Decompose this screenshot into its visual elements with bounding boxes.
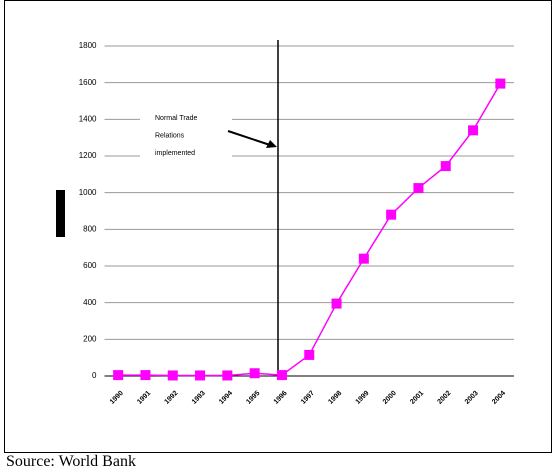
marker	[358, 253, 369, 264]
marker	[304, 349, 315, 360]
y-tick-label: 1000	[79, 188, 97, 197]
x-tick-label: 1990	[109, 390, 125, 406]
annotation: implemented	[155, 150, 195, 157]
x-tick-label: 1992	[164, 390, 180, 406]
y-tick-label: 400	[83, 298, 97, 307]
marker	[386, 209, 397, 220]
y-tick-label: 1200	[79, 151, 97, 160]
marker	[276, 370, 287, 381]
x-tick-label: 2001	[409, 390, 425, 406]
marker	[413, 183, 424, 194]
y-tick-label: 600	[83, 261, 97, 270]
marker	[468, 125, 479, 136]
axis-label-block	[56, 190, 65, 237]
x-tick-label: 1991	[136, 390, 152, 406]
x-tick-label: 1993	[191, 390, 207, 406]
marker	[195, 370, 206, 381]
source: Source: World Bank	[6, 453, 136, 470]
marker	[495, 78, 506, 89]
annotation: Normal Trade	[155, 115, 198, 122]
y-tick-label: 0	[92, 371, 97, 380]
x-tick-label: 2004	[491, 390, 507, 406]
x-tick-label: 1996	[273, 390, 289, 406]
marker	[140, 370, 151, 381]
x-tick-label: 1997	[300, 390, 316, 406]
x-tick-label: 1994	[218, 390, 234, 406]
y-tick-label: 1600	[79, 78, 97, 87]
x-tick-label: 2000	[382, 390, 398, 406]
y-tick-label: 1400	[79, 114, 97, 123]
marker	[249, 368, 260, 379]
marker	[167, 370, 178, 381]
arrow-head	[266, 140, 277, 148]
arrow	[227, 130, 271, 146]
y-tick-label: 200	[83, 334, 97, 343]
x-tick-label: 1998	[327, 390, 343, 406]
marker	[331, 298, 342, 309]
x-tick-label: 1999	[355, 390, 371, 406]
marker	[113, 370, 124, 381]
x-tick-label: 1995	[245, 390, 261, 406]
annotation-bg	[140, 107, 232, 163]
x-tick-label: 2003	[464, 390, 480, 406]
marker	[440, 161, 451, 172]
annotation: Relations	[155, 132, 185, 139]
x-tick-label: 2002	[437, 390, 453, 406]
y-tick-label: 1800	[79, 41, 97, 50]
y-tick-label: 800	[83, 224, 97, 233]
marker	[222, 370, 233, 381]
